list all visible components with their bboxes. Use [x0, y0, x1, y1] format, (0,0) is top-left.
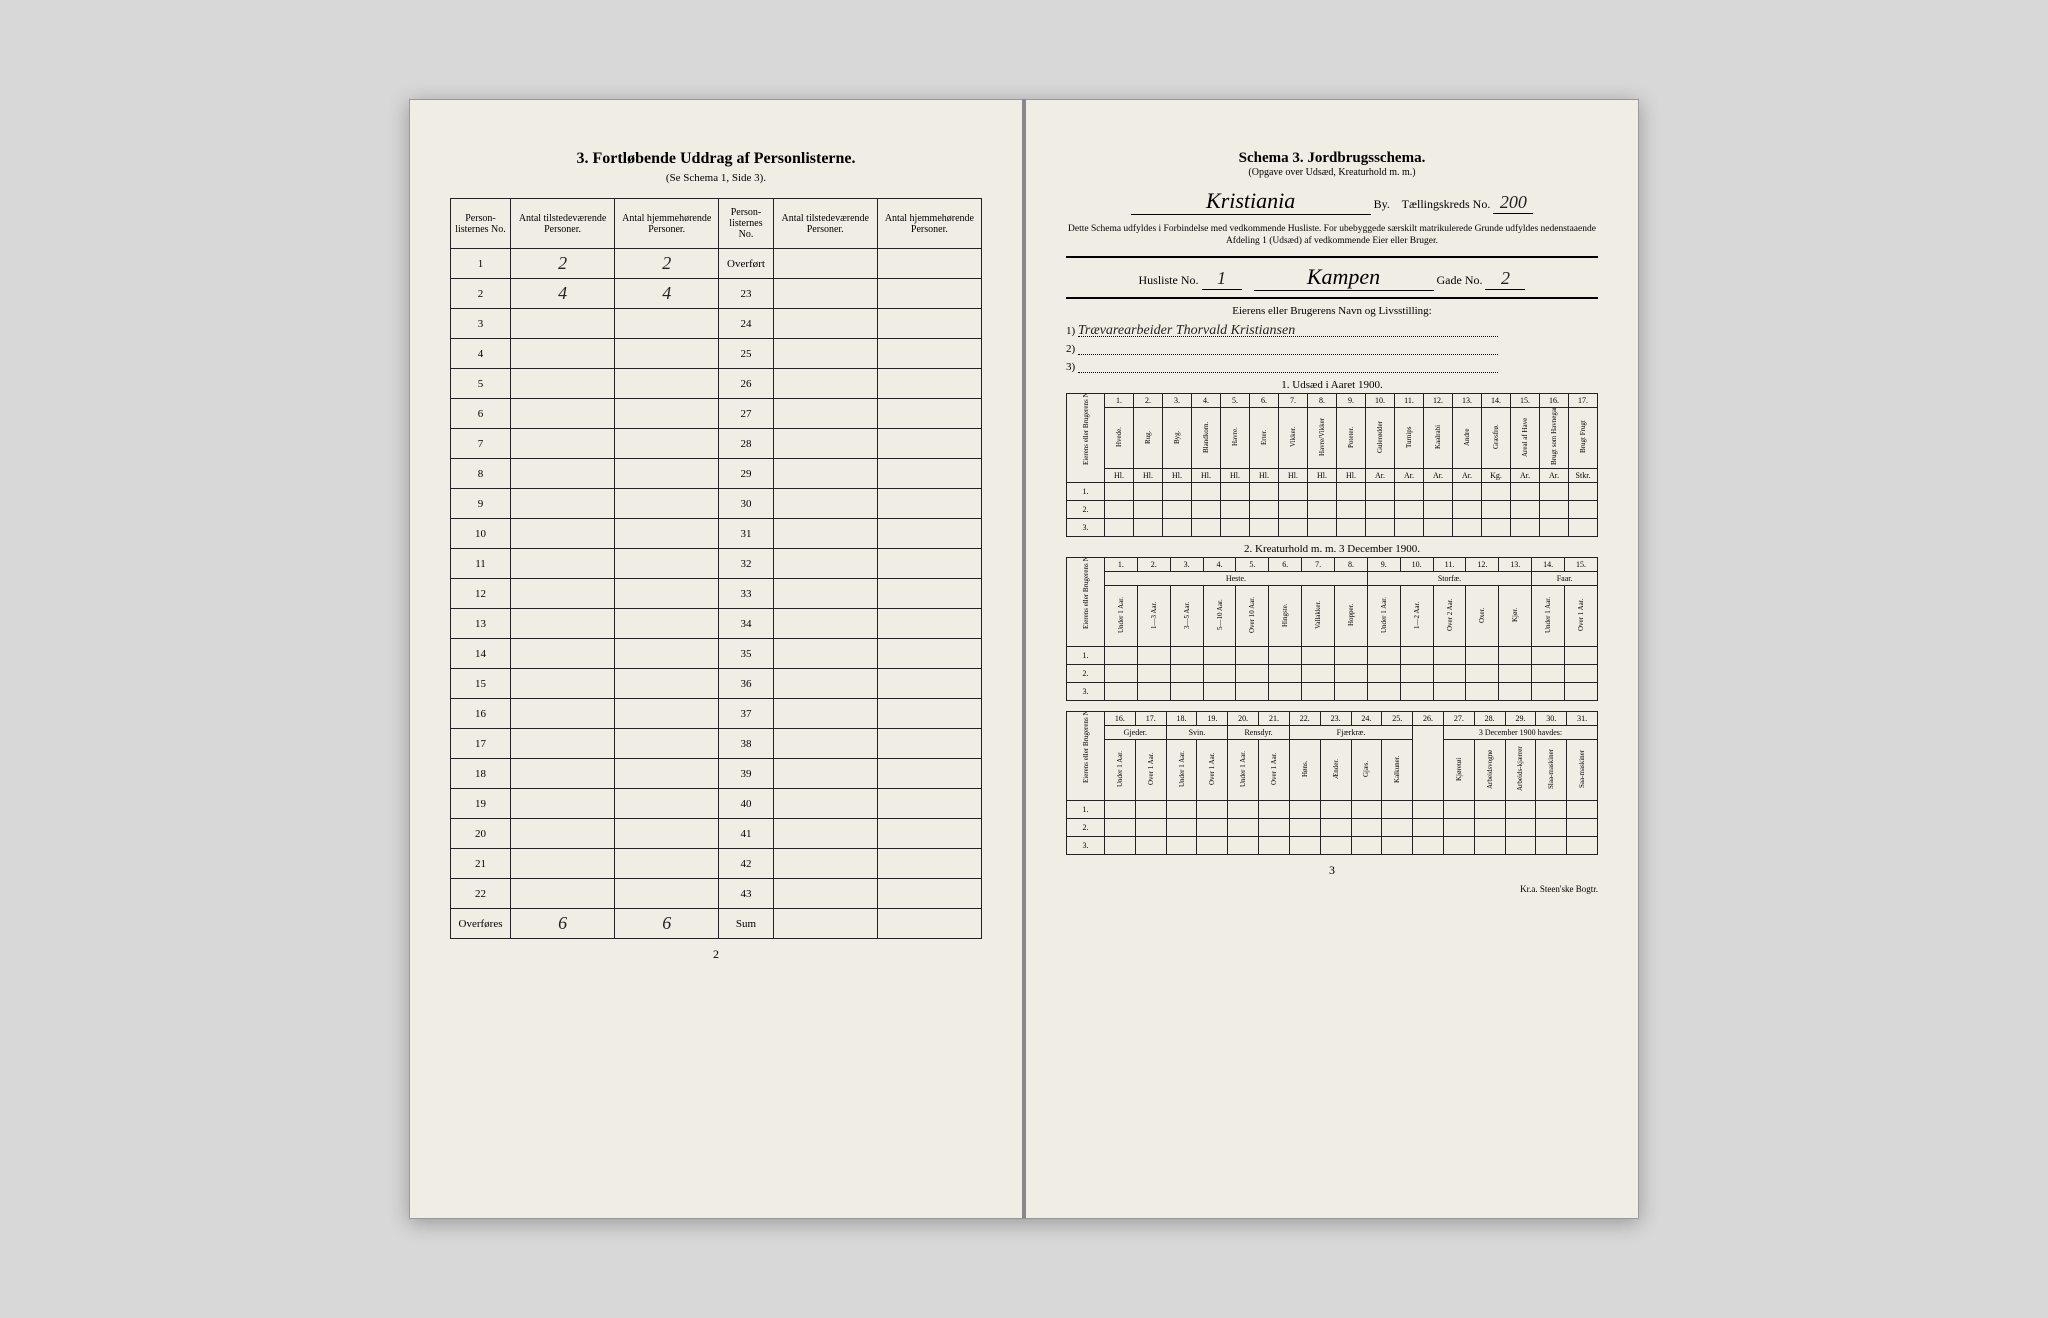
- table-row: 1738: [451, 729, 982, 759]
- table-row: 1839: [451, 759, 982, 789]
- table-row: 1637: [451, 699, 982, 729]
- page-number: 2: [450, 947, 982, 962]
- table-row: 425: [451, 339, 982, 369]
- table-row: 2142: [451, 849, 982, 879]
- th: Antal hjemmehørende Personer.: [615, 199, 719, 249]
- table-row: 1.: [1067, 646, 1598, 664]
- footer-val: [877, 909, 981, 939]
- table-row: 1.: [1067, 800, 1598, 818]
- right-page: Schema 3. Jordbrugsschema. (Opgave over …: [1024, 99, 1639, 1219]
- owner-line-1: 1) Trævarearbeider Thorvald Kristiansen: [1066, 323, 1598, 337]
- kreds-value: 200: [1493, 192, 1533, 214]
- owner-line-3: 3): [1066, 359, 1598, 373]
- husliste-value: 1: [1202, 268, 1242, 290]
- table-row: 1334: [451, 609, 982, 639]
- footer-val: 6: [615, 909, 719, 939]
- by-value: Kristiania: [1131, 188, 1371, 215]
- owner-line-2: 2): [1066, 341, 1598, 355]
- table-row: 627: [451, 399, 982, 429]
- footer-val: 6: [510, 909, 614, 939]
- table-row: 2.: [1067, 818, 1598, 836]
- table-row: 122Overført: [451, 249, 982, 279]
- table-row: 1031: [451, 519, 982, 549]
- gade-value: Kampen: [1254, 264, 1434, 291]
- printer: Kr.a. Steen'ske Bogtr.: [1066, 884, 1598, 894]
- footer-label: Sum: [719, 909, 773, 939]
- schema-title: Schema 3. Jordbrugsschema.: [1066, 150, 1598, 167]
- table-row: 1435: [451, 639, 982, 669]
- section1-table: Eierens eller Brugerens Numer (se ovenfo…: [1066, 393, 1598, 537]
- left-page: 3. Fortløbende Uddrag af Personlisterne.…: [409, 99, 1024, 1219]
- husliste-row: Husliste No. 1 Kampen Gade No. 2: [1066, 264, 1598, 291]
- table-row: 829: [451, 459, 982, 489]
- left-title: 3. Fortløbende Uddrag af Personlisterne.: [450, 150, 982, 168]
- owner-header: Eierens eller Brugerens Navn og Livsstil…: [1066, 305, 1598, 317]
- section3-table: Eierens eller Brugerens Numer.16.17.18.1…: [1066, 711, 1598, 855]
- table-row: 1233: [451, 579, 982, 609]
- th: Antal tilstedeværende Personer.: [773, 199, 877, 249]
- fine-print: Dette Schema udfyldes i Forbindelse med …: [1066, 223, 1598, 248]
- table-row: 2041: [451, 819, 982, 849]
- table-row: 2243: [451, 879, 982, 909]
- gade-no: 2: [1485, 268, 1525, 290]
- by-label: By.: [1374, 197, 1390, 211]
- table-row: 24423: [451, 279, 982, 309]
- table-row: 3.: [1067, 682, 1598, 700]
- kreds-label: Tællingskreds No.: [1402, 197, 1491, 211]
- table-row: 930: [451, 489, 982, 519]
- schema-sub: (Opgave over Udsæd, Kreaturhold m. m.): [1066, 167, 1598, 178]
- book-spread: 3. Fortløbende Uddrag af Personlisterne.…: [409, 99, 1639, 1219]
- gade-label: Gade No.: [1437, 273, 1483, 287]
- th: Person- listernes No.: [719, 199, 773, 249]
- husliste-label: Husliste No.: [1139, 273, 1199, 287]
- left-subtitle: (Se Schema 1, Side 3).: [450, 172, 982, 184]
- person-table: Person- listernes No. Antal tilstedevære…: [450, 198, 982, 939]
- table-row: 1940: [451, 789, 982, 819]
- th: Person- listernes No.: [451, 199, 511, 249]
- section2-table: Eierens eller Brugerens Numer.1.2.3.4.5.…: [1066, 557, 1598, 701]
- th: Antal hjemmehørende Personer.: [877, 199, 981, 249]
- table-row: 1132: [451, 549, 982, 579]
- table-row: 2.: [1067, 500, 1598, 518]
- th: Antal tilstedeværende Personer.: [510, 199, 614, 249]
- table-row: 2.: [1067, 664, 1598, 682]
- footer-label: Overføres: [451, 909, 511, 939]
- table-row: 3.: [1067, 836, 1598, 854]
- table-row: 324: [451, 309, 982, 339]
- footer-val: [773, 909, 877, 939]
- page-number: 3: [1066, 863, 1598, 878]
- table-row: 1.: [1067, 482, 1598, 500]
- table-row: 1536: [451, 669, 982, 699]
- table-row: 3.: [1067, 518, 1598, 536]
- table-row: 526: [451, 369, 982, 399]
- table-row: 728: [451, 429, 982, 459]
- section1-title: 1. Udsæd i Aaret 1900.: [1066, 379, 1598, 391]
- section2-title: 2. Kreaturhold m. m. 3 December 1900.: [1066, 543, 1598, 555]
- by-row: Kristiania By. Tællingskreds No. 200: [1066, 188, 1598, 215]
